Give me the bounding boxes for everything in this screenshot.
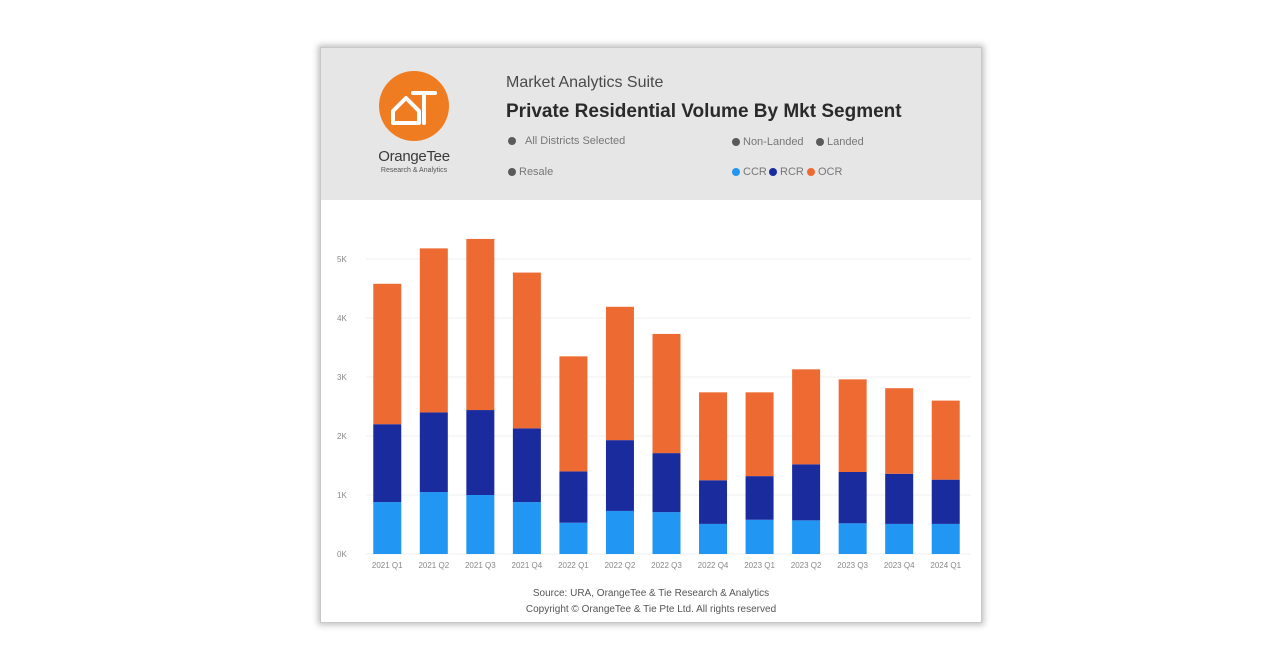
bar-ocr[interactable] xyxy=(512,272,541,429)
legend-ccr-label: CCR xyxy=(743,166,767,178)
stacked-bar-chart: 0K 1K 2K 3K 4K 5K 2021 Q1 2021 Q2 2021 Q3 2021 Q4… xyxy=(337,238,971,570)
bar-rcr[interactable] xyxy=(699,480,728,524)
filter-dot-icon xyxy=(508,137,516,145)
chart-title: Private Residential Volume By Mkt Segmen… xyxy=(506,101,902,122)
legend-rcr-label: RCR xyxy=(780,166,804,178)
brand-name: OrangeTee xyxy=(378,148,450,165)
bar-ocr[interactable] xyxy=(745,392,774,477)
report-header: OrangeTee Research & Analytics Market An… xyxy=(321,48,981,200)
x-tick-label: 2024 Q1 xyxy=(930,561,961,570)
x-tick-label: 2022 Q1 xyxy=(558,561,589,570)
y-tick-label: 3K xyxy=(337,373,347,382)
bar-rcr[interactable] xyxy=(419,412,448,493)
y-tick-label: 0K xyxy=(337,550,347,559)
y-tick-label: 2K xyxy=(337,432,347,441)
filter-dot-icon xyxy=(508,168,516,176)
filter-resale[interactable]: Resale xyxy=(508,166,553,178)
filter-landed[interactable]: Landed xyxy=(816,136,864,148)
legend-ocr-label: OCR xyxy=(818,166,843,178)
copyright-note: Copyright © OrangeTee & Tie Pte Ltd. All… xyxy=(525,604,777,615)
filter-districts[interactable]: All Districts Selected xyxy=(508,135,625,147)
bar-ocr[interactable] xyxy=(652,333,681,454)
bar-ccr[interactable] xyxy=(745,519,774,554)
bar-ccr[interactable] xyxy=(605,510,634,554)
x-tick-label: 2023 Q1 xyxy=(744,561,775,570)
bar-ocr[interactable] xyxy=(699,392,728,481)
legend-rcr[interactable]: RCR xyxy=(769,166,804,178)
bar-ccr[interactable] xyxy=(838,523,867,554)
bar-rcr[interactable] xyxy=(838,471,867,524)
bar-ccr[interactable] xyxy=(373,502,402,554)
bar-ocr[interactable] xyxy=(419,248,448,413)
y-tick-label: 4K xyxy=(337,314,347,323)
bar-ccr[interactable] xyxy=(931,523,960,554)
logo-mark-icon xyxy=(391,91,437,125)
filter-districts-label: All Districts Selected xyxy=(525,135,626,147)
bar-ccr[interactable] xyxy=(466,495,495,554)
legend-rcr-swatch xyxy=(769,168,777,176)
bar-rcr[interactable] xyxy=(885,473,914,524)
filter-landed-label: Landed xyxy=(827,136,864,148)
y-tick-label: 1K xyxy=(337,491,347,500)
orangetee-logo xyxy=(379,71,449,141)
bar-ocr[interactable] xyxy=(931,400,960,480)
bar-ocr[interactable] xyxy=(466,238,495,411)
bar-ocr[interactable] xyxy=(792,369,821,465)
bar-rcr[interactable] xyxy=(931,479,960,524)
bar-ocr[interactable] xyxy=(838,379,867,472)
bar-rcr[interactable] xyxy=(605,440,634,511)
bar-ccr[interactable] xyxy=(652,512,681,554)
x-tick-label: 2023 Q4 xyxy=(884,561,915,570)
bar-ocr[interactable] xyxy=(605,306,634,441)
bar-ccr[interactable] xyxy=(792,520,821,554)
filter-non-landed-label: Non-Landed xyxy=(743,136,804,148)
x-tick-label: 2022 Q4 xyxy=(698,561,729,570)
suite-label: Market Analytics Suite xyxy=(506,74,664,91)
x-tick-label: 2022 Q2 xyxy=(605,561,636,570)
bar-rcr[interactable] xyxy=(373,424,402,503)
legend-ocr[interactable]: OCR xyxy=(807,166,842,178)
x-tick-label: 2021 Q2 xyxy=(418,561,449,570)
bar-ccr[interactable] xyxy=(699,523,728,554)
bar-rcr[interactable] xyxy=(559,471,588,523)
bar-ccr[interactable] xyxy=(419,492,448,554)
bar-rcr[interactable] xyxy=(792,464,821,521)
x-tick-label: 2023 Q3 xyxy=(837,561,868,570)
bar-ocr[interactable] xyxy=(885,388,914,474)
brand-subtitle: Research & Analytics xyxy=(380,167,448,174)
filter-dot-icon xyxy=(732,138,740,146)
y-tick-label: 5K xyxy=(337,255,347,264)
bar-ccr[interactable] xyxy=(885,523,914,554)
bar-rcr[interactable] xyxy=(466,410,495,495)
filter-dot-icon xyxy=(816,138,824,146)
legend-ccr-swatch xyxy=(732,168,740,176)
legend-ocr-swatch xyxy=(807,168,815,176)
bar-rcr[interactable] xyxy=(652,453,681,513)
x-tick-label: 2022 Q3 xyxy=(651,561,682,570)
x-tick-label: 2021 Q4 xyxy=(512,561,543,570)
bar-rcr[interactable] xyxy=(745,476,774,520)
x-tick-label: 2021 Q3 xyxy=(465,561,496,570)
report-card: OrangeTee Research & Analytics Market An… xyxy=(320,47,982,623)
source-note: Source: URA, OrangeTee & Tie Research & … xyxy=(532,588,770,599)
legend-ccr[interactable]: CCR xyxy=(732,166,767,178)
bar-ocr[interactable] xyxy=(559,356,588,472)
filter-non-landed[interactable]: Non-Landed xyxy=(732,136,804,148)
x-tick-label: 2023 Q2 xyxy=(791,561,822,570)
bar-ocr[interactable] xyxy=(373,283,402,425)
bar-rcr[interactable] xyxy=(512,428,541,503)
bar-ccr[interactable] xyxy=(512,502,541,554)
x-tick-label: 2021 Q1 xyxy=(372,561,403,570)
filter-resale-label: Resale xyxy=(519,166,554,178)
bar-ccr[interactable] xyxy=(559,522,588,554)
